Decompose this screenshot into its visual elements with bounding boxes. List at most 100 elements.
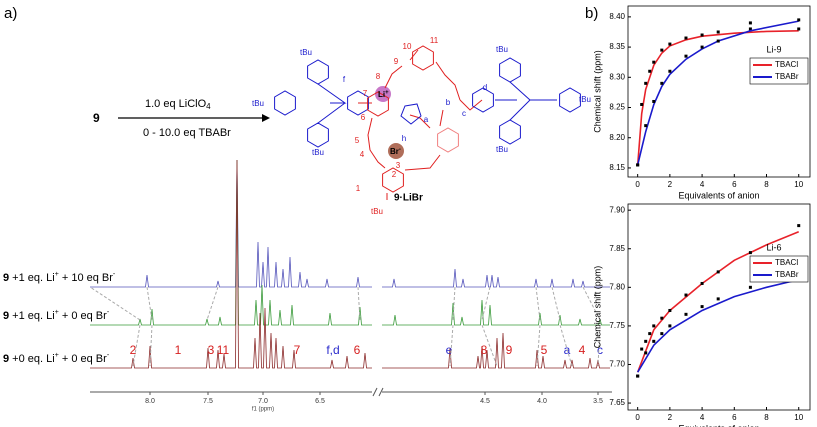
y-tick-label: 7.80: [609, 282, 625, 291]
condition: + 0 eq Br: [59, 353, 107, 365]
data-point: [668, 69, 672, 73]
data-point: [684, 293, 688, 297]
ring: [499, 57, 521, 83]
data-point: [716, 39, 720, 43]
y-tick-label: 8.20: [609, 133, 625, 142]
y-tick-label: 8.40: [609, 12, 625, 21]
data-point: [660, 81, 664, 85]
x-axis-label: Equivalents of anion: [678, 423, 759, 427]
data-point: [648, 69, 652, 73]
data-point: [644, 351, 648, 355]
data-point: [660, 48, 664, 52]
reactant: 9: [93, 111, 100, 125]
ring: [307, 122, 329, 148]
atom-label: c: [462, 109, 466, 118]
charts: 0 2 4 6 8 10 8.15 8.20 8.25 8.30 8.35 8.40 Equivalen…: [592, 5, 811, 427]
superscript: -: [113, 271, 116, 278]
legend-label: TBACl: [775, 258, 798, 267]
data-point: [652, 324, 656, 328]
bond: [330, 49, 483, 200]
data-point: [716, 30, 720, 34]
panel-label: b): [585, 5, 598, 22]
spectra: 9 +1 eq. Li+ + 10 eq Br-9 +1 eq. Li+ + 0…: [3, 159, 610, 405]
tick-label: 3.5: [593, 398, 603, 405]
x-tick-label: 8: [764, 180, 769, 189]
atom-label: tBu: [371, 207, 383, 216]
superscript: +: [55, 309, 59, 316]
data-point: [652, 99, 656, 103]
tick-label: 4.5: [480, 398, 490, 405]
atom-label: 9: [394, 57, 399, 66]
trace-label: 9 +1 eq. Li+ + 0 eq Br-: [3, 309, 110, 322]
reagent: 0 - 10.0 eq TBABr: [143, 127, 231, 139]
ring: [367, 91, 389, 117]
x-tick-label: 2: [668, 413, 673, 422]
legend-label: TBABr: [775, 72, 799, 81]
ring: [307, 59, 329, 85]
y-tick-label: 8.35: [609, 42, 625, 51]
peak-label: 4: [579, 343, 586, 357]
legend-label: TBABr: [775, 270, 799, 279]
reagent: 1.0 eq LiClO4: [145, 98, 211, 111]
li-ion: [375, 86, 391, 102]
x-tick-label: 6: [732, 413, 737, 422]
y-tick-label: 7.75: [609, 321, 625, 330]
data-point: [748, 251, 752, 255]
atom-label: 10: [403, 42, 412, 51]
data-point: [684, 312, 688, 316]
x-axis-label: Equivalents of anion: [678, 190, 759, 200]
x-tick-label: 6: [732, 180, 737, 189]
fit-line: [636, 20, 799, 166]
atom-label: 5: [355, 136, 360, 145]
data-point: [700, 33, 704, 37]
superscript: +: [55, 271, 59, 278]
ion-text: Li: [378, 90, 385, 99]
condition: +1 eq. Li: [9, 310, 55, 322]
atom-label: tBu: [496, 145, 508, 154]
data-point: [700, 281, 704, 285]
data-point: [716, 297, 720, 301]
y-tick-label: 7.65: [609, 398, 625, 407]
y-tick-label: 7.70: [609, 360, 625, 369]
x-tick-label: 10: [794, 180, 803, 189]
atom-label: 1: [356, 184, 361, 193]
atom-label: a: [424, 115, 429, 124]
plot-frame: [627, 5, 811, 178]
panel-label: a): [4, 5, 17, 22]
x-tick-label: 0: [635, 413, 640, 422]
data-point: [716, 270, 720, 274]
ion-label: Br-: [390, 147, 401, 157]
atom-label: tBu: [300, 48, 312, 57]
atom-label: tBu: [496, 45, 508, 54]
tick-label: 4.0: [537, 398, 547, 405]
peak-label: c: [597, 343, 603, 357]
atom-label: f: [343, 75, 346, 84]
atom-label: 2: [392, 170, 397, 179]
data-point: [644, 81, 648, 85]
ion-text: Br: [390, 147, 399, 156]
triazole: [400, 103, 422, 125]
data-point: [797, 18, 801, 22]
atom-label: d: [483, 83, 487, 92]
ion-charge: +: [385, 90, 389, 96]
axis-break: [372, 387, 384, 397]
data-point: [652, 339, 656, 343]
data-point: [668, 324, 672, 328]
bond: [317, 81, 543, 124]
data-point: [797, 224, 801, 228]
x-tick-label: 0: [635, 180, 640, 189]
product-label: 9·LiBr: [394, 193, 423, 204]
tick-label: 8.0: [145, 398, 155, 405]
condition: +0 eq. Li: [9, 353, 55, 365]
atom-label: 7: [363, 89, 368, 98]
superscript: -: [107, 309, 110, 316]
y-tick-label: 8.30: [609, 72, 625, 81]
legend-box: [749, 255, 809, 283]
axis-label: f1 (ppm): [252, 407, 274, 413]
x-tick-label: 4: [700, 180, 705, 189]
y-axis-label: Chemical shift (ppm): [592, 50, 602, 133]
subscript: 4: [206, 102, 211, 111]
ring: [274, 90, 296, 116]
peak-label: 11: [217, 343, 230, 357]
